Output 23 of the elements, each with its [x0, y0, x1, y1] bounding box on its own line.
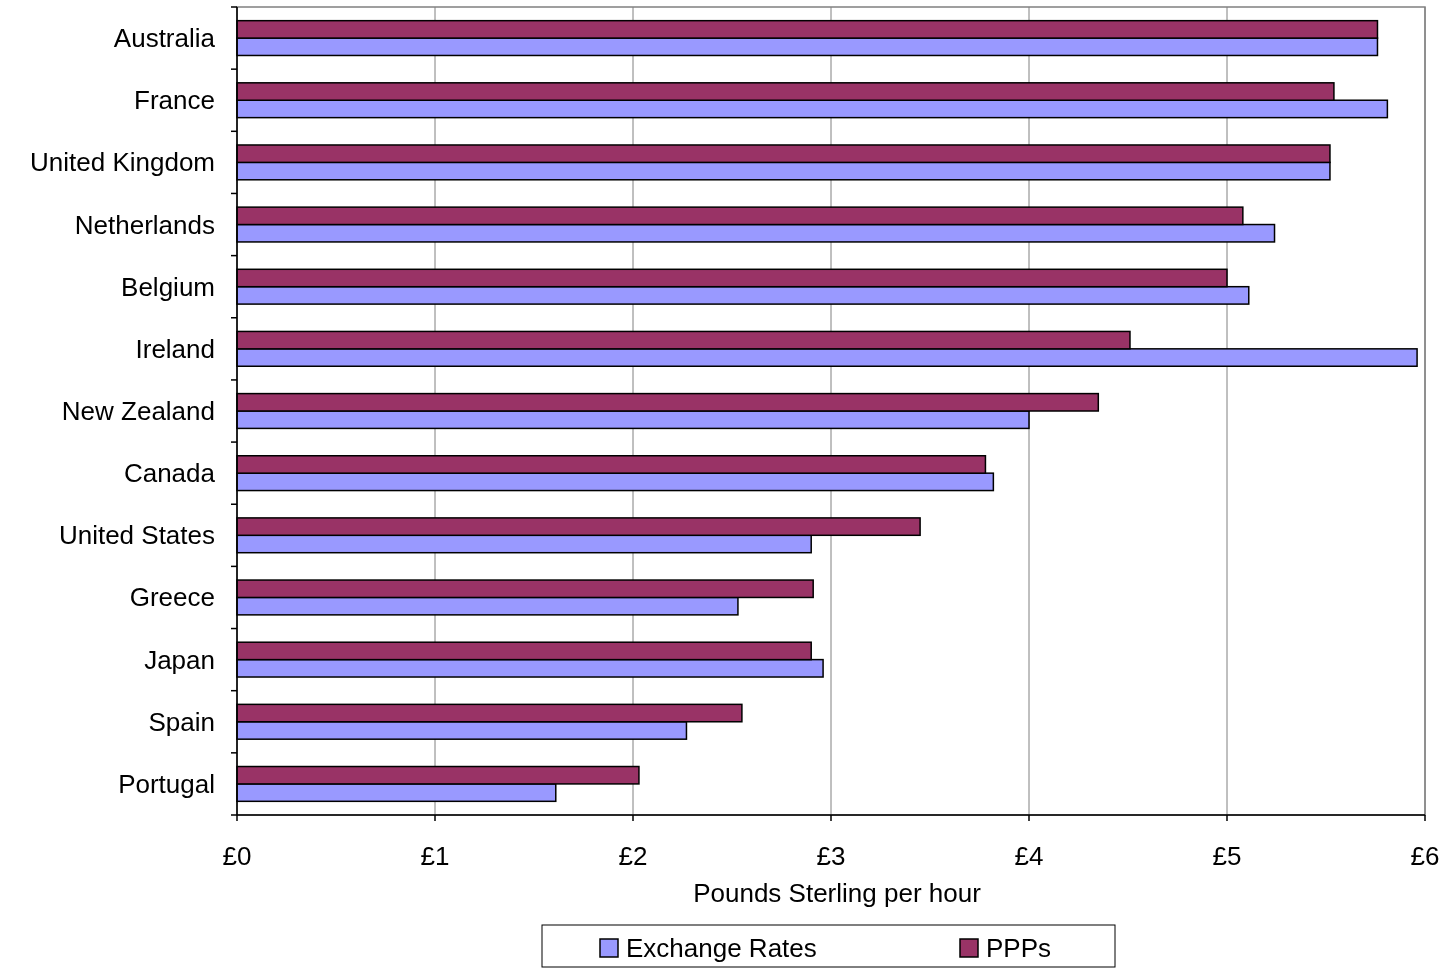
x-axis-title: Pounds Sterling per hour: [693, 878, 982, 908]
y-tick-label: Netherlands: [74, 209, 215, 240]
x-tick-label: £6: [1410, 841, 1440, 871]
x-tick-label: £0: [222, 841, 252, 871]
y-tick-label: France: [134, 85, 215, 116]
y-tick-label: Spain: [148, 706, 215, 737]
legend-label: Exchange Rates: [626, 933, 817, 963]
y-tick-label: Belgium: [121, 271, 215, 302]
y-tick-label: Australia: [113, 23, 216, 54]
y-tick-label: Japan: [144, 644, 215, 675]
y-tick-label: Ireland: [135, 333, 215, 364]
x-tick-label: £3: [816, 841, 846, 871]
y-tick-label: Canada: [123, 458, 216, 489]
x-tick-label: £4: [1014, 841, 1044, 871]
y-tick-label: Greece: [129, 582, 215, 613]
legend-label: PPPs: [986, 933, 1052, 963]
y-tick-label: New Zealand: [61, 396, 215, 426]
y-tick-label: United Kingdom: [30, 147, 215, 178]
x-tick-label: £2: [618, 841, 648, 871]
x-tick-label: £5: [1212, 841, 1242, 871]
y-tick-label: Portugal: [118, 768, 215, 799]
y-tick-label: United States: [58, 520, 215, 551]
x-tick-label: £1: [420, 841, 450, 871]
